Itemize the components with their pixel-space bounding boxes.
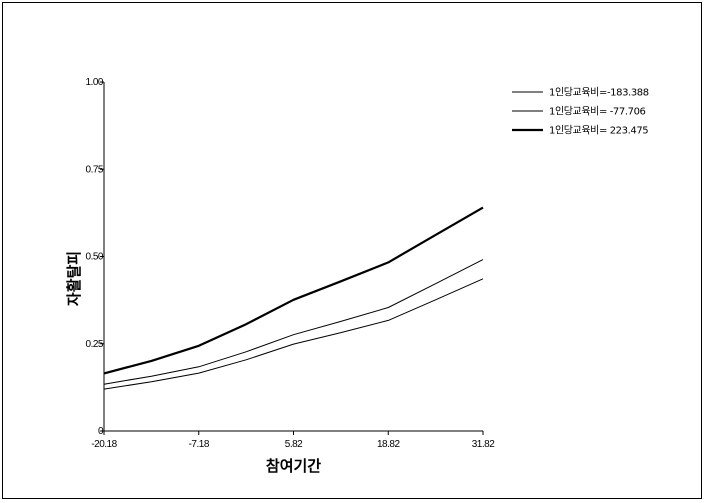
series-line-3 [103,206,484,375]
y-tick-label: 0.25 [86,339,104,350]
x-axis-title: 참여기간 [266,457,321,475]
y-tick-label: 0.75 [86,164,104,175]
y-tick-label: 0.50 [86,252,104,263]
x-ticks: -20.18 -7.18 5.82 18.82 31.82 [91,431,496,450]
series-lines [103,206,484,390]
legend-label: 1인당교육비=-183.388 [549,87,649,99]
chart-frame: 0 0.25 0.50 0.75 1.00 -20.18 -7.18 5.82 18.82 31… [2,2,702,499]
x-tick-label: -20.18 [91,439,117,450]
x-tick-label: 31.82 [472,439,495,450]
series-line-1 [103,278,484,390]
legend-label: 1인당교육비= -77.706 [549,106,646,118]
legend: 1인당교육비=-183.388 1인당교육비= -77.706 1인당교육비= 22… [512,87,649,137]
y-tick-label: 0 [98,426,104,437]
y-axis-title: 자활탈피 [65,251,83,306]
x-tick-label: 5.82 [285,439,303,450]
x-tick-label: 18.82 [377,439,400,450]
series-line-2 [103,259,484,385]
y-ticks: 0 0.25 0.50 0.75 1.00 [86,77,105,437]
plot-area: 0 0.25 0.50 0.75 1.00 -20.18 -7.18 5.82 18.82 31… [86,77,496,450]
line-chart: 0 0.25 0.50 0.75 1.00 -20.18 -7.18 5.82 18.82 31… [65,77,649,475]
legend-label: 1인당교육비= 223.475 [549,125,648,137]
x-tick-label: -7.18 [189,439,210,450]
y-tick-label: 1.00 [86,77,104,88]
